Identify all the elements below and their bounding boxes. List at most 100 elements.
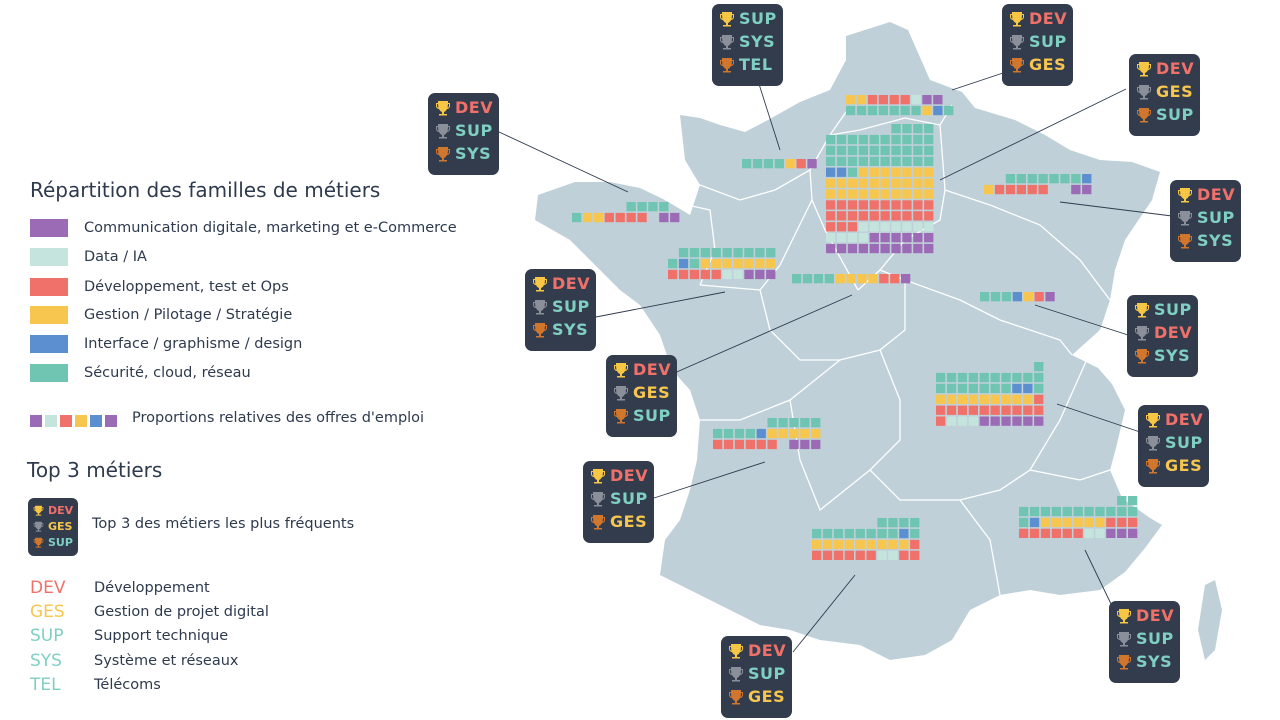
waffle-cell (826, 167, 836, 177)
abbr-code-ges: GES (30, 602, 65, 622)
waffle-cell (968, 383, 978, 394)
waffle-cell (659, 212, 669, 223)
waffle-cell (924, 222, 934, 232)
waffle-cell (1117, 506, 1127, 517)
waffle-cell (836, 189, 847, 199)
waffle-cell (878, 105, 888, 116)
waffle-cell (700, 258, 710, 269)
badge-rank-1: DEV (1002, 7, 1073, 30)
waffle-cell (826, 222, 836, 232)
waffle-cell (1023, 405, 1033, 415)
waffle-cell (844, 528, 854, 539)
waffle-cell (844, 539, 854, 550)
silver-trophy-icon (1137, 84, 1151, 99)
waffle-cell (767, 439, 777, 450)
abbr-code-sup: SUP (30, 626, 64, 646)
badge-rank-2: SUP (1138, 431, 1209, 454)
waffle-cell (847, 145, 858, 156)
waffle-cell (1084, 506, 1094, 517)
waffle-cell (891, 167, 901, 177)
waffle-cell (1012, 405, 1022, 415)
waffle-cell (668, 269, 678, 280)
gold-trophy-icon (33, 505, 44, 516)
waffle-cell (944, 105, 954, 116)
example-top3-badge: DEV GES SUP (28, 498, 78, 556)
badge-centre-val-de-loire: DEV GES SUP (606, 355, 677, 437)
waffle-cell (1034, 416, 1044, 426)
waffle-cell (1001, 416, 1011, 426)
waffle-cell (880, 145, 890, 156)
badge-rank-1: DEV (721, 639, 792, 662)
waffle-cell (891, 222, 901, 232)
waffle-cell (1034, 405, 1044, 415)
gold-trophy-icon (1117, 608, 1131, 623)
waffle-cell (648, 202, 658, 212)
badge-code: SUP (455, 121, 493, 140)
waffle-cell (902, 167, 912, 177)
waffle-cell (877, 550, 887, 560)
waffle-cell (957, 416, 968, 426)
waffle-cell (1034, 362, 1044, 372)
waffle-cell (789, 439, 799, 450)
waffle-cell (957, 383, 968, 394)
waffle-cell (856, 105, 867, 116)
badge-code: TEL (739, 55, 773, 74)
waffle-cell (880, 243, 890, 254)
waffle-cell (755, 269, 765, 280)
badge-code: SUP (1136, 629, 1174, 648)
abbr-code-tel: TEL (30, 675, 61, 695)
waffle-cell (1071, 184, 1081, 195)
silver-trophy-icon (1178, 210, 1192, 225)
waffle-cell (855, 550, 865, 560)
waffle-cell (913, 145, 923, 156)
waffle-cell (1029, 506, 1040, 517)
waffle-cell (766, 258, 776, 269)
badge-rank-3: SYS (1127, 344, 1198, 367)
gold-trophy-icon (533, 276, 547, 291)
badge-rank-2: GES (1129, 80, 1200, 103)
proportions-strip (30, 415, 117, 427)
waffle-cell (924, 189, 934, 199)
badge-rank-2: GES (606, 381, 677, 404)
proportions-square (105, 415, 117, 427)
waffle-cell (902, 243, 912, 254)
waffle-cell (689, 248, 700, 258)
waffle-cell (1073, 528, 1083, 538)
waffle-cell (800, 439, 810, 450)
waffle-cell (833, 550, 844, 560)
waffle-cell (913, 222, 923, 232)
waffle-cell (979, 405, 989, 415)
abbr-desc-tel: Télécoms (94, 677, 161, 693)
waffle-cell (888, 539, 898, 550)
waffle-cell (847, 222, 858, 232)
example-row-1: DEV (28, 502, 78, 518)
waffle-cell (789, 428, 799, 439)
badge-provence-alpes-cote-azur: DEV SUP SYS (1109, 601, 1180, 683)
waffle-cell (946, 394, 957, 404)
example-code-3: SUP (48, 535, 73, 549)
legend-swatch-gestion (30, 306, 68, 324)
waffle-cell (722, 269, 732, 280)
waffle-cell (723, 428, 734, 439)
waffle-cell (778, 428, 788, 439)
legend-label-communication: Communication digitale, marketing et e-C… (84, 220, 457, 236)
badge-rank-3: SYS (428, 142, 499, 165)
waffle-cell (968, 416, 978, 426)
badge-rank-1: DEV (1170, 183, 1241, 206)
waffle-cell (796, 159, 806, 169)
waffle-cell (593, 212, 604, 223)
waffle-cell (678, 248, 689, 258)
waffle-cell (713, 439, 723, 450)
bronze-trophy-icon (33, 537, 44, 548)
waffle-cell (888, 550, 898, 560)
waffle-cell (846, 105, 856, 116)
waffle-cell (1001, 372, 1011, 383)
gold-trophy-icon (1137, 61, 1151, 76)
waffle-cell (700, 248, 710, 258)
bronze-trophy-icon (533, 322, 547, 337)
waffle-cell (835, 274, 845, 284)
waffle-cell (733, 248, 743, 258)
waffle-cell (913, 211, 923, 221)
waffle-cell (888, 528, 898, 539)
waffle-cell (913, 156, 923, 166)
